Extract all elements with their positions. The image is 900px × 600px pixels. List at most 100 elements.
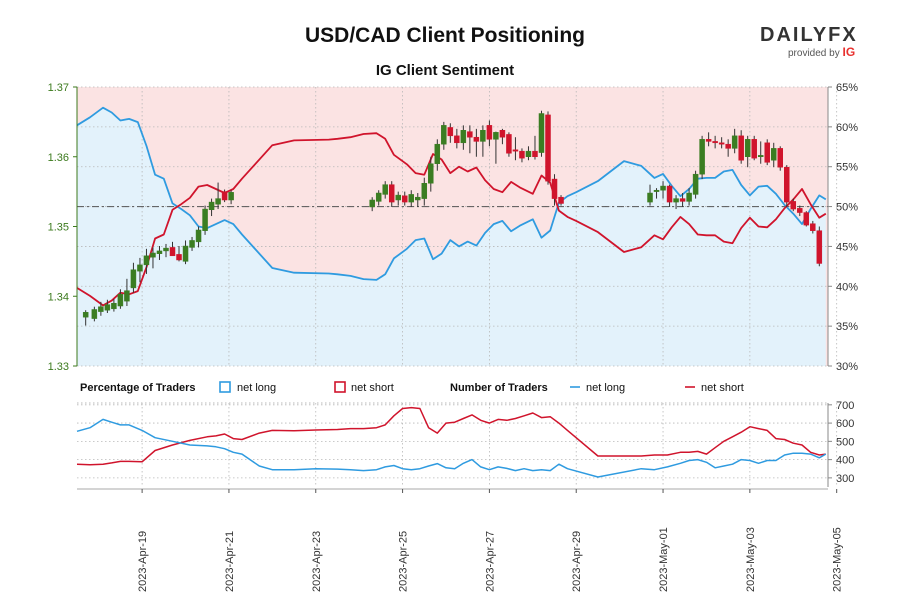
- candle: [816, 226, 823, 267]
- net-short-pct-line: [76, 132, 827, 307]
- candle: [686, 188, 692, 206]
- right-tick-label: 35%: [836, 321, 858, 333]
- candle: [117, 289, 124, 309]
- candle-body: [428, 163, 434, 184]
- candle: [744, 135, 751, 168]
- candle-body: [195, 229, 202, 243]
- candle: [467, 125, 473, 154]
- candle-body: [434, 143, 441, 164]
- candle-body: [460, 129, 467, 144]
- candle-body: [117, 293, 124, 307]
- candle: [525, 146, 532, 161]
- candle: [473, 128, 480, 157]
- sentiment-lines: [76, 106, 827, 307]
- candle: [189, 236, 195, 251]
- candle: [810, 220, 816, 234]
- candle-body: [545, 114, 551, 182]
- candle: [408, 190, 415, 207]
- candle: [558, 195, 564, 206]
- candle-body: [770, 148, 777, 161]
- candle-body: [777, 148, 783, 168]
- candle: [156, 246, 163, 260]
- candle-body: [176, 254, 182, 261]
- x-tick-label: 2023-Apr-19: [137, 531, 149, 592]
- candle: [751, 135, 757, 161]
- candle: [499, 128, 506, 145]
- candle: [104, 299, 111, 313]
- candle: [111, 299, 117, 312]
- candle-body: [551, 178, 558, 199]
- candle: [182, 240, 189, 265]
- x-tick-label: 2023-May-01: [658, 527, 670, 592]
- chart-title: USD/CAD Client Positioning: [305, 24, 585, 47]
- candle: [124, 278, 130, 307]
- candle-body: [705, 139, 712, 142]
- left-tick-label: 1.37: [48, 82, 69, 94]
- candle-body: [130, 269, 137, 289]
- candle: [98, 301, 104, 316]
- candle: [415, 193, 421, 207]
- candle: [454, 128, 460, 149]
- candle: [692, 170, 699, 199]
- candle-body: [91, 309, 98, 319]
- candle: [764, 139, 770, 166]
- right-tick-label: 45%: [836, 241, 858, 253]
- right-tick-label: 65%: [836, 82, 858, 94]
- candle: [221, 189, 228, 203]
- candle-body: [525, 150, 532, 157]
- candle-body: [738, 135, 744, 161]
- candle-body: [124, 290, 130, 302]
- candle-body: [506, 134, 512, 154]
- candle-body: [764, 142, 770, 163]
- legend-num-heading: Number of Traders: [450, 382, 548, 394]
- x-tick-label: 2023-Apr-21: [224, 531, 236, 592]
- candle: [770, 142, 777, 168]
- candle-body: [486, 125, 493, 140]
- price-candles: [82, 110, 823, 326]
- candle: [441, 121, 447, 150]
- candle-body: [388, 184, 395, 203]
- candle-body: [208, 201, 215, 211]
- candle-body: [751, 139, 757, 159]
- x-tick-label: 2023-Apr-25: [398, 531, 410, 592]
- candle: [195, 226, 202, 248]
- candle-body: [215, 198, 221, 205]
- candle-body: [784, 166, 790, 203]
- candle: [551, 174, 558, 206]
- candle: [215, 182, 221, 210]
- candle-body: [156, 250, 163, 254]
- candle-body: [757, 155, 764, 157]
- candle: [228, 190, 234, 205]
- logo-subtext: provided by IG: [788, 45, 870, 59]
- net-long-pct-line: [76, 106, 827, 281]
- left-tick-label: 1.34: [48, 291, 69, 303]
- candle: [428, 156, 434, 192]
- legend-pct-heading: Percentage of Traders: [80, 382, 196, 394]
- candle-body: [653, 189, 660, 192]
- candle: [653, 188, 660, 199]
- candle-body: [712, 141, 718, 144]
- dailyfx-logo: DAILYFX provided by IG: [760, 24, 870, 59]
- candle: [208, 198, 215, 217]
- legend-pct-short-swatch: [334, 381, 346, 393]
- candle-body: [182, 245, 189, 262]
- candle: [150, 247, 156, 269]
- x-tick-label: 2023-Apr-27: [484, 531, 496, 592]
- candle: [130, 262, 137, 293]
- candle-body: [228, 192, 234, 201]
- candle: [395, 191, 401, 206]
- candle-body: [679, 198, 686, 202]
- candle-body: [744, 139, 751, 157]
- candle-body: [415, 196, 421, 201]
- candle: [532, 135, 538, 160]
- candle-body: [790, 201, 797, 210]
- candle: [757, 141, 764, 164]
- candle-body: [467, 131, 473, 138]
- candle: [388, 181, 395, 207]
- logo-ig: IG: [842, 45, 856, 59]
- candle: [545, 111, 551, 185]
- candle-body: [441, 125, 447, 145]
- candle: [447, 123, 454, 143]
- candle: [519, 148, 525, 163]
- candle-body: [111, 302, 117, 310]
